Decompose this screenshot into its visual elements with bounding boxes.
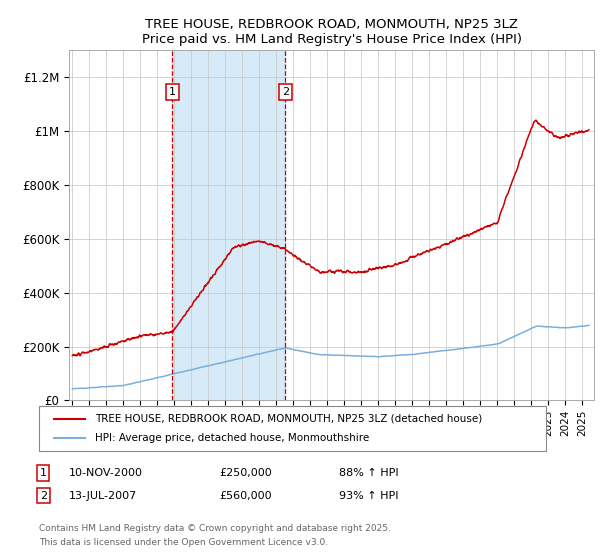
Title: TREE HOUSE, REDBROOK ROAD, MONMOUTH, NP25 3LZ
Price paid vs. HM Land Registry's : TREE HOUSE, REDBROOK ROAD, MONMOUTH, NP2… <box>142 18 521 46</box>
Text: 13-JUL-2007: 13-JUL-2007 <box>69 491 137 501</box>
Text: 93% ↑ HPI: 93% ↑ HPI <box>339 491 398 501</box>
Text: TREE HOUSE, REDBROOK ROAD, MONMOUTH, NP25 3LZ (detached house): TREE HOUSE, REDBROOK ROAD, MONMOUTH, NP2… <box>95 413 482 423</box>
Text: 1: 1 <box>169 87 176 97</box>
Text: £250,000: £250,000 <box>219 468 272 478</box>
Text: £560,000: £560,000 <box>219 491 272 501</box>
Text: 2: 2 <box>40 491 47 501</box>
Text: 1: 1 <box>40 468 47 478</box>
FancyBboxPatch shape <box>39 406 546 451</box>
Text: This data is licensed under the Open Government Licence v3.0.: This data is licensed under the Open Gov… <box>39 538 328 547</box>
Text: 88% ↑ HPI: 88% ↑ HPI <box>339 468 398 478</box>
Text: HPI: Average price, detached house, Monmouthshire: HPI: Average price, detached house, Monm… <box>95 433 369 444</box>
Text: 10-NOV-2000: 10-NOV-2000 <box>69 468 143 478</box>
Text: Contains HM Land Registry data © Crown copyright and database right 2025.: Contains HM Land Registry data © Crown c… <box>39 524 391 533</box>
Bar <box>172 50 286 400</box>
Text: 2: 2 <box>282 87 289 97</box>
